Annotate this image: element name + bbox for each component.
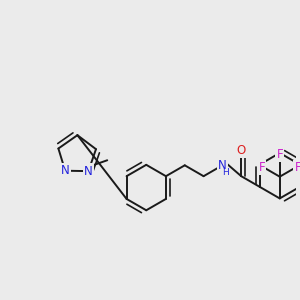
Text: F: F — [276, 148, 283, 161]
Text: H: H — [222, 168, 229, 177]
Text: N: N — [61, 164, 70, 177]
Text: F: F — [294, 161, 300, 174]
Text: N: N — [84, 165, 93, 178]
Text: F: F — [258, 161, 265, 174]
Text: N: N — [218, 159, 227, 172]
Text: O: O — [237, 144, 246, 157]
